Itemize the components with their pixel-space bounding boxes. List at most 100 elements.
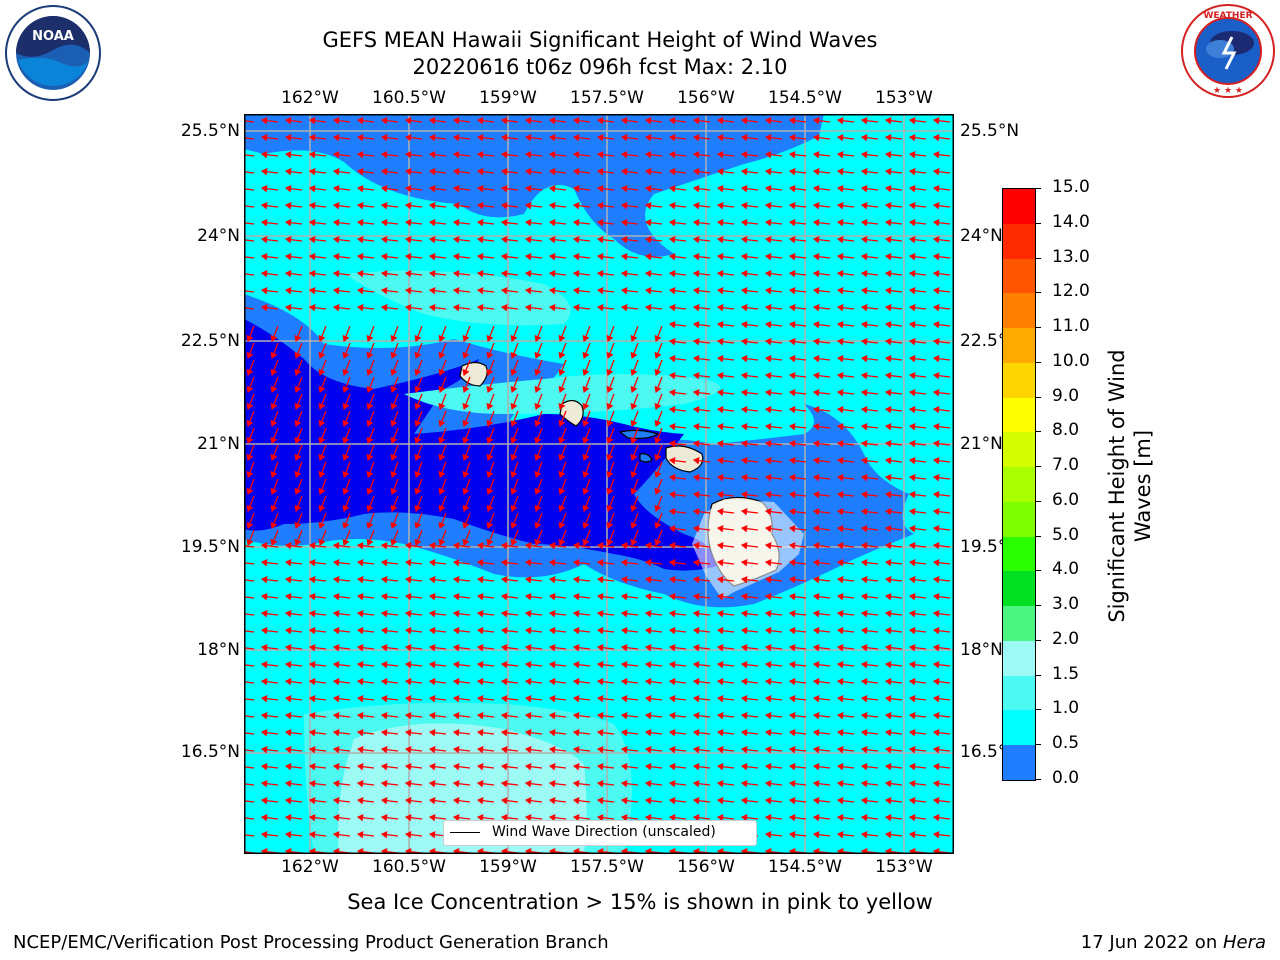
colorbar-tick-label: 15.0 bbox=[1052, 177, 1090, 197]
wind-wave-arrowhead bbox=[630, 521, 638, 530]
wind-wave-arrowhead bbox=[716, 422, 724, 431]
wind-wave-arrowhead bbox=[620, 303, 628, 312]
wind-wave-arrowhead bbox=[476, 609, 484, 618]
wind-wave-arrowhead bbox=[510, 419, 518, 428]
wind-wave-arrowhead bbox=[884, 796, 892, 805]
wind-wave-arrowhead bbox=[596, 660, 604, 669]
wind-wave-arrowhead bbox=[534, 470, 542, 479]
wind-wave-arrowhead bbox=[476, 762, 484, 771]
wind-wave-arrowhead bbox=[380, 269, 388, 278]
wind-wave-arrowhead bbox=[764, 541, 772, 550]
wind-wave-arrowhead bbox=[716, 813, 724, 822]
wind-wave-arrowhead bbox=[644, 660, 652, 669]
wind-wave-arrowhead bbox=[836, 473, 844, 482]
wind-wave-arrowhead bbox=[476, 541, 484, 550]
wind-wave-arrowhead bbox=[486, 368, 494, 377]
wind-wave-arrowhead bbox=[884, 218, 892, 227]
wind-wave-arrowhead bbox=[500, 133, 508, 142]
wind-wave-arrowhead bbox=[668, 779, 676, 788]
wind-wave-arrowhead bbox=[462, 436, 470, 445]
wind-wave-arrowhead bbox=[740, 354, 748, 363]
colorbar-segment bbox=[1003, 745, 1035, 781]
wind-wave-arrowhead bbox=[812, 711, 820, 720]
wind-wave-arrowhead bbox=[836, 541, 844, 550]
wind-wave-arrowhead bbox=[414, 504, 422, 513]
wind-wave-arrowhead bbox=[428, 592, 436, 601]
colorbar-tick-label: 2.0 bbox=[1052, 628, 1080, 649]
wind-wave-arrowhead bbox=[740, 218, 748, 227]
wind-wave-arrowhead bbox=[404, 575, 412, 584]
wind-wave-arrowhead bbox=[860, 813, 868, 822]
wind-wave-arrowhead bbox=[884, 677, 892, 686]
wind-wave-arrowhead bbox=[606, 436, 614, 445]
wind-wave-arrowhead bbox=[270, 385, 278, 394]
wind-wave-arrowhead bbox=[630, 385, 638, 394]
wind-wave-arrowhead bbox=[500, 575, 508, 584]
wind-wave-arrowhead bbox=[932, 609, 940, 618]
wind-wave-arrowhead bbox=[620, 779, 628, 788]
footer-date-text: 17 Jun 2022 on bbox=[1080, 932, 1223, 953]
wind-wave-arrowhead bbox=[500, 626, 508, 635]
wind-wave-arrowhead bbox=[668, 150, 676, 159]
wind-wave-arrowhead bbox=[764, 235, 772, 244]
wind-wave-arrowhead bbox=[860, 558, 868, 567]
wind-wave-arrow bbox=[244, 715, 255, 718]
wind-wave-arrowhead bbox=[524, 575, 532, 584]
wind-wave-arrowhead bbox=[380, 762, 388, 771]
wind-wave-arrowhead bbox=[630, 351, 638, 360]
wind-wave-arrowhead bbox=[716, 439, 724, 448]
svg-text:WEATHER: WEATHER bbox=[1203, 11, 1252, 21]
wind-wave-arrowhead bbox=[668, 524, 676, 533]
wind-wave-arrowhead bbox=[668, 133, 676, 142]
wind-wave-arrowhead bbox=[692, 609, 700, 618]
wind-wave-arrowhead bbox=[836, 167, 844, 176]
wind-wave-arrowhead bbox=[764, 711, 772, 720]
colorbar-tick-mark bbox=[1035, 570, 1041, 572]
wind-wave-arrowhead bbox=[486, 470, 494, 479]
wind-wave-arrowhead bbox=[836, 337, 844, 346]
wind-wave-arrowhead bbox=[452, 235, 460, 244]
wind-wave-arrowhead bbox=[462, 368, 470, 377]
wind-wave-arrowhead bbox=[428, 796, 436, 805]
wind-wave-arrowhead bbox=[668, 762, 676, 771]
wind-wave-arrowhead bbox=[740, 558, 748, 567]
wind-wave-arrowhead bbox=[428, 745, 436, 754]
wind-wave-arrowhead bbox=[390, 385, 398, 394]
wind-wave-arrowhead bbox=[764, 507, 772, 516]
wind-wave-arrowhead bbox=[356, 575, 364, 584]
wind-wave-arrowhead bbox=[500, 728, 508, 737]
wave-zone-deep bbox=[244, 319, 724, 571]
wind-wave-arrowhead bbox=[836, 235, 844, 244]
wind-wave-arrowhead bbox=[836, 320, 844, 329]
wind-wave-arrowhead bbox=[548, 167, 556, 176]
wind-wave-arrowhead bbox=[908, 592, 916, 601]
wind-wave-arrowhead bbox=[932, 558, 940, 567]
wind-wave-arrowhead bbox=[476, 558, 484, 567]
wind-wave-arrowhead bbox=[414, 521, 422, 530]
wind-wave-arrowhead bbox=[692, 490, 700, 499]
wind-wave-arrowhead bbox=[380, 201, 388, 210]
wind-wave-arrowhead bbox=[812, 524, 820, 533]
wind-wave-arrowhead bbox=[836, 779, 844, 788]
wind-wave-arrowhead bbox=[380, 796, 388, 805]
wind-wave-arrowhead bbox=[812, 473, 820, 482]
wind-wave-arrowhead bbox=[860, 167, 868, 176]
wind-wave-arrowhead bbox=[356, 592, 364, 601]
wind-wave-arrowhead bbox=[692, 167, 700, 176]
wind-wave-arrowhead bbox=[630, 453, 638, 462]
wind-wave-arrowhead bbox=[524, 218, 532, 227]
island-maui bbox=[665, 445, 704, 473]
wind-wave-arrowhead bbox=[596, 609, 604, 618]
wind-wave-arrowhead bbox=[644, 677, 652, 686]
wind-wave-arrowhead bbox=[414, 368, 422, 377]
wind-wave-arrowhead bbox=[812, 626, 820, 635]
wind-wave-arrowhead bbox=[260, 609, 268, 618]
wind-wave-arrowhead bbox=[644, 745, 652, 754]
wind-wave-arrowhead bbox=[812, 388, 820, 397]
wind-wave-arrowhead bbox=[668, 490, 676, 499]
wind-wave-arrowhead bbox=[836, 711, 844, 720]
wind-wave-arrowhead bbox=[318, 402, 326, 411]
wind-wave-arrowhead bbox=[812, 677, 820, 686]
wind-wave-arrowhead bbox=[692, 201, 700, 210]
wind-wave-arrow bbox=[244, 307, 255, 310]
